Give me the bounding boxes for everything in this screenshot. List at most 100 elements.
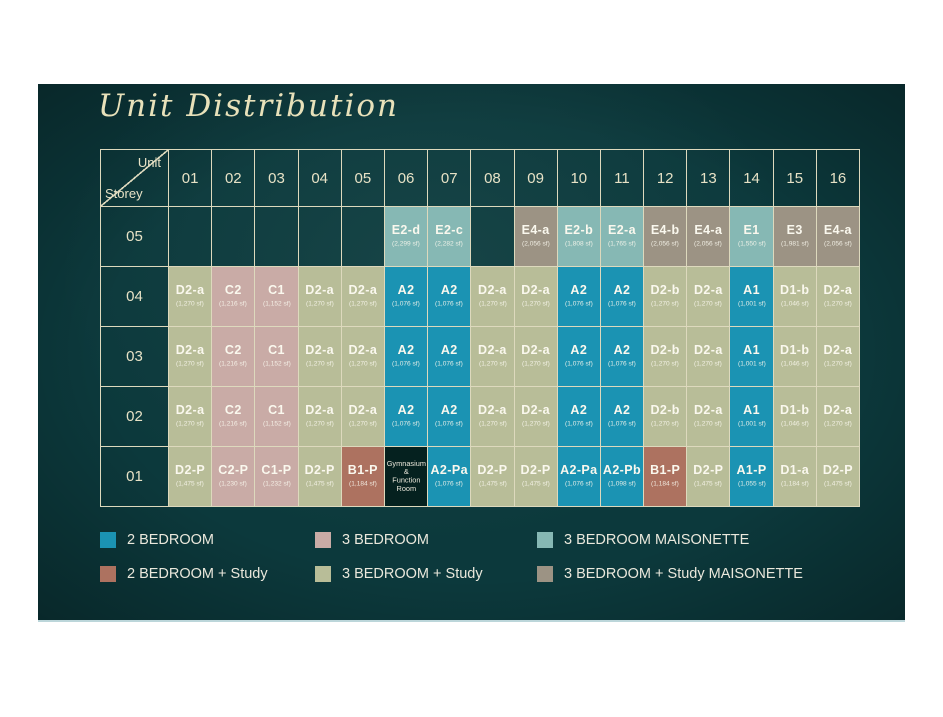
column-header-04: 04 [298,150,342,207]
unit-code: C1 [268,402,285,417]
unit-cell-02-01: D2-a (1,270 sf) [169,387,213,447]
empty-cell-05-02 [212,207,256,267]
unit-area: (1,001 sf) [737,300,766,308]
unit-area: (1,270 sf) [478,420,507,428]
unit-code: D2-a [175,402,205,417]
legend-swatch-3brm [537,532,553,548]
unit-area: (2,056 sf) [521,240,550,248]
unit-code: E3 [786,222,803,237]
unit-code: C2 [224,402,242,417]
unit-cell-01-13: D2-P (1,475 sf) [687,447,731,507]
unit-area: (1,046 sf) [780,360,809,368]
column-header-02: 02 [212,150,256,207]
column-header-09: 09 [514,150,558,207]
column-header-05: 05 [341,150,385,207]
unit-area: (1,270 sf) [651,300,680,308]
unit-code: A2 [397,282,415,297]
unit-code: D2-P [693,462,724,477]
unit-area: (1,076 sf) [564,420,593,428]
unit-cell-02-11: A2 (1,076 sf) [600,387,645,447]
legend-label-3brsm: 3 BEDROOM + Study MAISONETTE [564,566,803,582]
unit-code: C1-P [261,462,292,477]
unit-area: (1,184 sf) [651,480,680,488]
unit-area: (1,475 sf) [478,480,507,488]
unit-area: (1,232 sf) [262,480,291,488]
unit-area: (1,216 sf) [219,360,248,368]
unit-area: (1,270 sf) [176,360,204,368]
unit-code: E2-b [564,222,594,237]
unit-code: A2 [397,342,415,357]
unit-area: (1,475 sf) [176,480,204,488]
corner-label-storey: Storey [105,186,143,201]
legend-item-2br: 2 BEDROOM [100,532,315,548]
unit-code: E2-c [435,222,464,237]
unit-cell-05-15: E3 (1,981 sf) [773,207,817,267]
unit-code: B1-P [347,462,378,477]
unit-code: A1 [743,282,760,297]
corner-label-unit: Unit [137,155,161,170]
unit-area: (2,056 sf) [824,240,852,248]
unit-cell-01-09: D2-P (1,475 sf) [514,447,558,507]
unit-cell-02-04: D2-a (1,270 sf) [298,387,342,447]
unit-code: A2-Pa [560,462,598,477]
unit-cell-02-13: D2-a (1,270 sf) [687,387,731,447]
legend: 2 BEDROOM 2 BEDROOM + Study 3 BEDROOM 3 BED… [100,532,803,582]
unit-area: (1,475 sf) [694,480,723,488]
unit-code: D2-a [478,282,507,297]
unit-area: (1,270 sf) [348,360,377,368]
unit-cell-02-15: D1-b (1,046 sf) [773,387,817,447]
unit-cell-01-08: D2-P (1,475 sf) [471,447,515,507]
unit-cell-04-04: D2-a (1,270 sf) [298,267,342,327]
unit-area: (1,216 sf) [219,420,248,428]
unit-area: (1,270 sf) [521,360,550,368]
unit-code: A2 [440,342,458,357]
unit-code: A1 [743,342,760,357]
unit-area: (1,270 sf) [478,300,507,308]
unit-area: (1,216 sf) [219,300,248,308]
unit-code: D2-a [693,342,723,357]
unit-cell-03-04: D2-a (1,270 sf) [298,327,342,387]
unit-cell-01-03: C1-P (1,232 sf) [255,447,299,507]
unit-area: (1,076 sf) [564,360,593,368]
unit-area: (1,475 sf) [824,480,852,488]
unit-cell-01-16: D2-P (1,475 sf) [816,447,860,507]
storey-label-03: 03 [101,327,169,387]
unit-cell-01-01: D2-P (1,475 sf) [169,447,213,507]
unit-area: (1,550 sf) [737,240,766,248]
unit-code: D2-P [822,462,853,477]
unit-code: A2 [570,342,588,357]
unit-cell-02-10: A2 (1,076 sf) [557,387,601,447]
unit-cell-04-14: A1 (1,001 sf) [730,267,774,327]
unit-area: (1,001 sf) [737,360,766,368]
unit-cell-03-07: A2 (1,076 sf) [428,327,472,387]
unit-distribution-table: Unit Storey 01 02 03 04 05 06 07 08 09 10 11 12 13 14 15… [100,149,860,507]
legend-swatch-3br [315,532,331,548]
unit-area: (1,230 sf) [219,480,248,488]
unit-area: (1,270 sf) [824,300,852,308]
unit-area: (1,981 sf) [780,240,809,248]
unit-code: A2 [440,402,458,417]
unit-area: (2,299 sf) [392,240,420,248]
unit-code: D2-a [693,282,723,297]
unit-cell-01-14: A1-P (1,055 sf) [730,447,774,507]
unit-area: (1,270 sf) [348,300,377,308]
unit-cell-03-05: D2-a (1,270 sf) [341,327,385,387]
unit-code: D2-a [823,402,853,417]
column-header-01: 01 [169,150,213,207]
unit-cell-02-08: D2-a (1,270 sf) [471,387,515,447]
unit-cell-01-05: B1-P (1,184 sf) [341,447,385,507]
unit-cell-01-12: B1-P (1,184 sf) [644,447,688,507]
legend-label-3brs: 3 BEDROOM + Study [342,566,483,582]
unit-code: A2 [613,282,631,297]
legend-label-2brs: 2 BEDROOM + Study [127,566,268,582]
unit-code: D2-a [693,402,723,417]
unit-code: D2-a [348,282,378,297]
unit-cell-03-01: D2-a (1,270 sf) [169,327,213,387]
unit-area: (1,270 sf) [478,360,507,368]
unit-cell-02-06: A2 (1,076 sf) [384,387,429,447]
legend-item-3brs: 3 BEDROOM + Study [315,566,537,582]
unit-code: E4-a [823,222,852,237]
legend-label-3brm: 3 BEDROOM MAISONETTE [564,532,750,548]
unit-cell-03-13: D2-a (1,270 sf) [687,327,731,387]
unit-code: C1 [268,282,285,297]
